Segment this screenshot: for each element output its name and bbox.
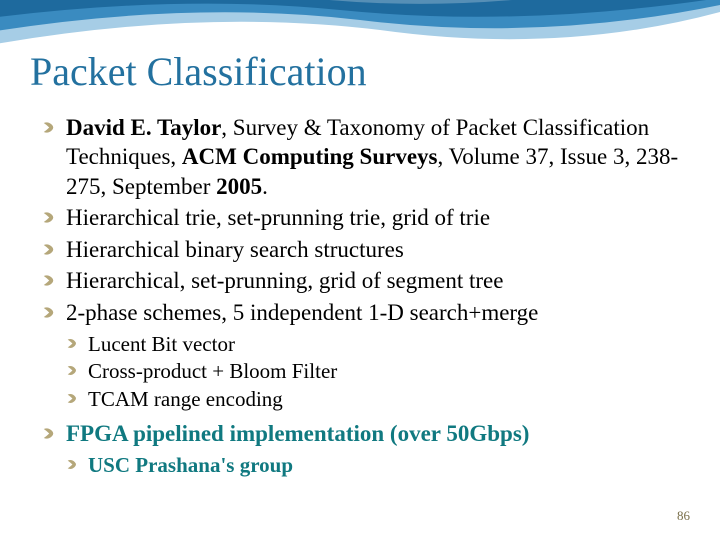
bullet-text: 2-phase schemes, 5 independent 1-D searc… [66, 300, 538, 325]
sub-list: Lucent Bit vector Cross-product + Bloom F… [42, 331, 690, 413]
bullet-text: Hierarchical binary search structures [66, 237, 404, 262]
sub-item: Cross-product + Bloom Filter [66, 358, 690, 385]
bullet-item: David E. Taylor, Survey & Taxonomy of Pa… [42, 113, 690, 201]
sub-item: TCAM range encoding [66, 386, 690, 413]
bullet-item: Hierarchical trie, set-prunning trie, gr… [42, 203, 690, 232]
bullet-text: David E. Taylor, Survey & Taxonomy of Pa… [66, 115, 678, 199]
sub-item-text: Cross-product + Bloom Filter [88, 359, 337, 383]
sub-item-text: TCAM range encoding [88, 387, 283, 411]
sub-list: USC Prashana's group [42, 452, 690, 479]
slide-title: Packet Classification [30, 48, 690, 95]
sub-item-text: Lucent Bit vector [88, 332, 235, 356]
bullet-text: Hierarchical trie, set-prunning trie, gr… [66, 205, 490, 230]
sub-item: Lucent Bit vector [66, 331, 690, 358]
sub-item-text: USC Prashana's group [88, 453, 293, 477]
sub-item: USC Prashana's group [66, 452, 690, 479]
bullet-list: David E. Taylor, Survey & Taxonomy of Pa… [30, 113, 690, 480]
slide-content: Packet Classification David E. Taylor, S… [0, 0, 720, 480]
bullet-text: FPGA pipelined implementation (over 50Gb… [66, 421, 529, 446]
page-number: 86 [677, 508, 690, 524]
bullet-item: 2-phase schemes, 5 independent 1-D searc… [42, 298, 690, 327]
bullet-item: Hierarchical binary search structures [42, 235, 690, 264]
bullet-text: Hierarchical, set-prunning, grid of segm… [66, 268, 503, 293]
bullet-item: FPGA pipelined implementation (over 50Gb… [42, 419, 690, 448]
bullet-item: Hierarchical, set-prunning, grid of segm… [42, 266, 690, 295]
